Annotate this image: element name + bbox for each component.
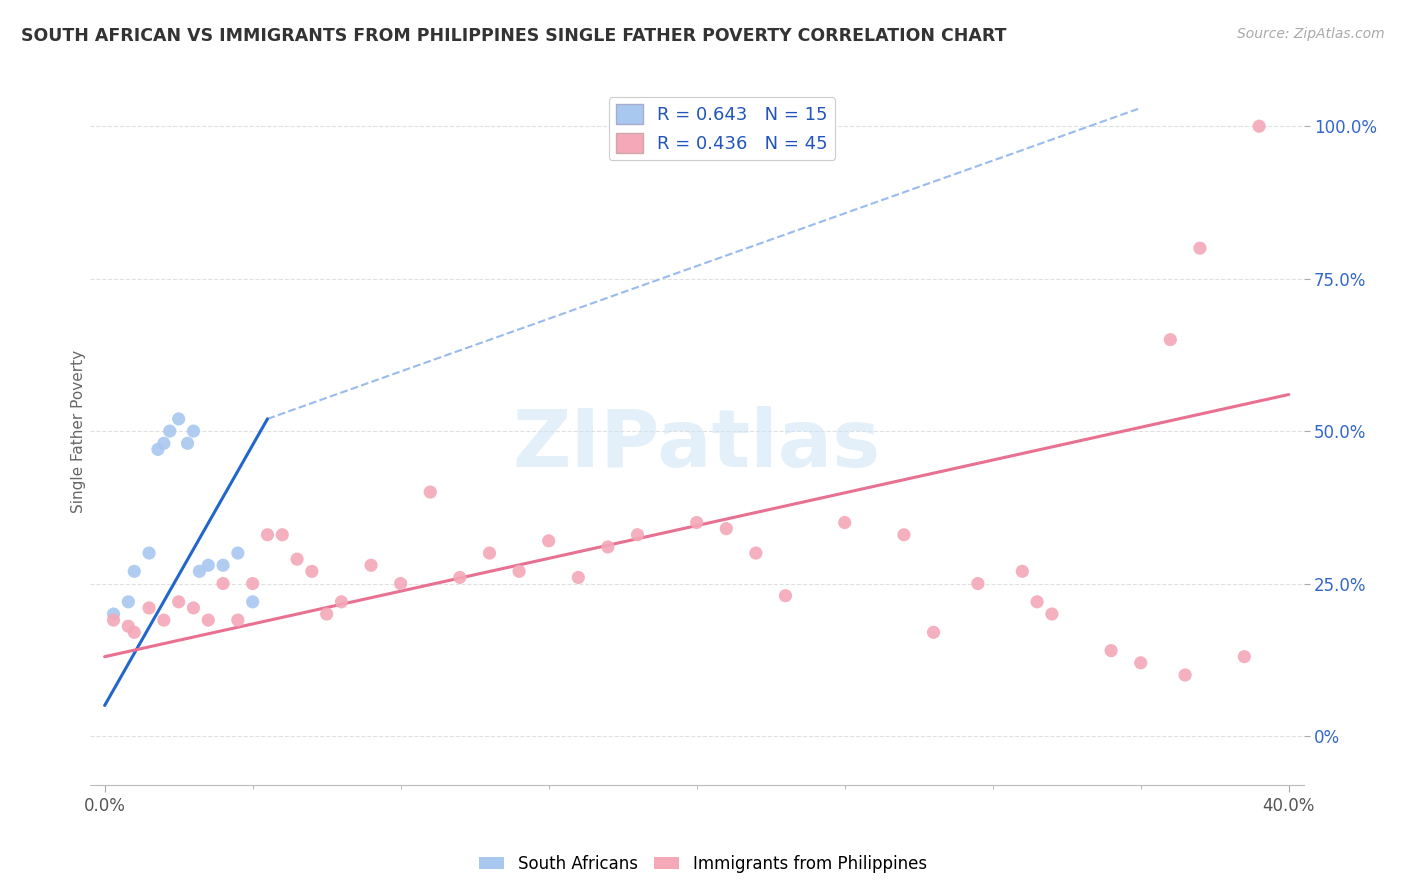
Point	[315, 607, 337, 621]
Legend: R = 0.643   N = 15, R = 0.436   N = 45: R = 0.643 N = 15, R = 0.436 N = 45	[609, 97, 835, 161]
Point	[1233, 649, 1256, 664]
Point	[1249, 120, 1271, 134]
Point	[122, 625, 145, 640]
Point	[834, 516, 856, 530]
Point	[153, 436, 176, 450]
Point	[122, 565, 145, 579]
Point	[167, 412, 190, 426]
Point	[197, 613, 219, 627]
Point	[330, 595, 353, 609]
Point	[478, 546, 501, 560]
Point	[146, 442, 169, 457]
Point	[1159, 333, 1181, 347]
Point	[242, 595, 264, 609]
Point	[716, 522, 738, 536]
Point	[301, 565, 323, 579]
Point	[226, 613, 249, 627]
Point	[596, 540, 619, 554]
Point	[117, 595, 139, 609]
Point	[419, 485, 441, 500]
Point	[1026, 595, 1049, 609]
Point	[686, 516, 709, 530]
Point	[212, 558, 235, 573]
Point	[159, 424, 181, 438]
Point	[103, 613, 125, 627]
Point	[1099, 643, 1122, 657]
Point	[183, 601, 205, 615]
Point	[745, 546, 768, 560]
Y-axis label: Single Father Poverty: Single Father Poverty	[72, 350, 86, 513]
Point	[176, 436, 198, 450]
Point	[449, 570, 471, 584]
Point	[1129, 656, 1152, 670]
Text: Source: ZipAtlas.com: Source: ZipAtlas.com	[1237, 27, 1385, 41]
Point	[212, 576, 235, 591]
Point	[285, 552, 308, 566]
Point	[197, 558, 219, 573]
Point	[360, 558, 382, 573]
Point	[271, 528, 294, 542]
Point	[138, 601, 160, 615]
Point	[103, 607, 125, 621]
Point	[242, 576, 264, 591]
Point	[775, 589, 797, 603]
Point	[626, 528, 648, 542]
Point	[183, 424, 205, 438]
Point	[389, 576, 412, 591]
Point	[893, 528, 915, 542]
Point	[567, 570, 589, 584]
Point	[1040, 607, 1063, 621]
Point	[188, 565, 211, 579]
Point	[167, 595, 190, 609]
Point	[256, 528, 278, 542]
Point	[967, 576, 990, 591]
Point	[226, 546, 249, 560]
Point	[922, 625, 945, 640]
Text: ZIPatlas: ZIPatlas	[513, 406, 880, 484]
Point	[537, 533, 560, 548]
Point	[508, 565, 530, 579]
Legend: South Africans, Immigrants from Philippines: South Africans, Immigrants from Philippi…	[472, 848, 934, 880]
Point	[138, 546, 160, 560]
Point	[1174, 668, 1197, 682]
Text: SOUTH AFRICAN VS IMMIGRANTS FROM PHILIPPINES SINGLE FATHER POVERTY CORRELATION C: SOUTH AFRICAN VS IMMIGRANTS FROM PHILIPP…	[21, 27, 1007, 45]
Point	[1011, 565, 1033, 579]
Point	[117, 619, 139, 633]
Point	[153, 613, 176, 627]
Point	[1188, 241, 1211, 255]
